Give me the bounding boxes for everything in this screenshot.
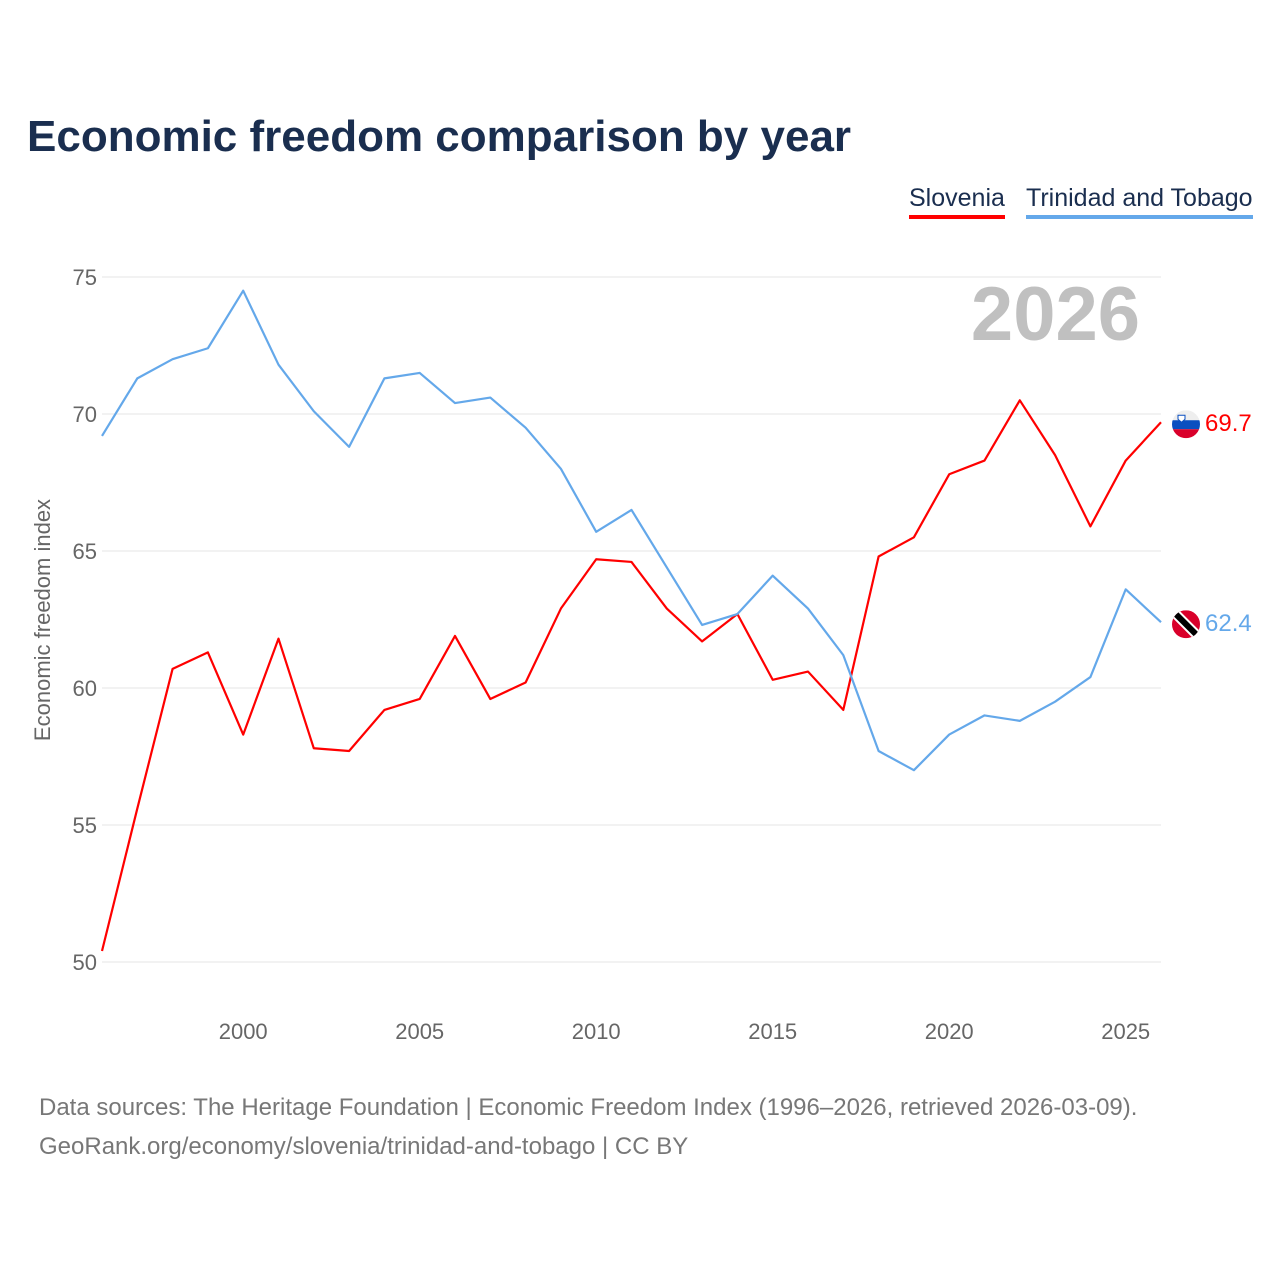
data-point <box>911 534 917 540</box>
x-tick-label: 2015 <box>748 1019 797 1044</box>
data-point <box>840 652 846 658</box>
y-tick-label: 65 <box>73 539 97 564</box>
data-point <box>629 559 635 565</box>
data-point <box>770 573 776 579</box>
data-point <box>664 606 670 612</box>
data-point <box>699 638 705 644</box>
data-point <box>876 553 882 559</box>
data-point <box>558 606 564 612</box>
end-value-label: 62.4 <box>1205 610 1252 637</box>
data-point <box>99 948 105 954</box>
data-point <box>346 748 352 754</box>
data-point <box>911 767 917 773</box>
footer: Data sources: The Heritage Foundation | … <box>39 1088 1137 1166</box>
data-point <box>276 362 282 368</box>
x-tick-label: 2000 <box>219 1019 268 1044</box>
data-point <box>982 712 988 718</box>
chart-title: Economic freedom comparison by year <box>27 112 852 161</box>
data-point <box>311 408 317 414</box>
y-axis-label: Economic freedom index <box>30 499 55 741</box>
data-point <box>946 732 952 738</box>
data-point <box>452 633 458 639</box>
data-point <box>134 806 140 812</box>
data-point <box>381 375 387 381</box>
slovenia-flag-icon <box>1172 410 1200 439</box>
data-point <box>240 288 246 294</box>
data-point <box>593 556 599 562</box>
data-point <box>770 677 776 683</box>
data-point <box>946 471 952 477</box>
data-point <box>205 345 211 351</box>
data-point <box>452 400 458 406</box>
source-link[interactable]: GeoRank.org/economy/slovenia/trinidad-an… <box>39 1133 689 1160</box>
data-point <box>1123 586 1129 592</box>
y-tick-label: 70 <box>73 402 97 427</box>
data-point <box>205 649 211 655</box>
series-line-trinidad <box>101 289 1162 772</box>
data-point <box>99 433 105 439</box>
data-point <box>523 425 529 431</box>
data-point <box>629 507 635 513</box>
data-point <box>134 375 140 381</box>
data-point <box>276 636 282 642</box>
data-point <box>1087 674 1093 680</box>
data-point <box>1052 699 1058 705</box>
end-value-label: 69.7 <box>1205 410 1252 437</box>
trinidad-flag-icon <box>1172 610 1200 639</box>
data-point <box>311 745 317 751</box>
data-point <box>523 680 529 686</box>
x-tick-label: 2010 <box>572 1019 621 1044</box>
data-point <box>170 666 176 672</box>
data-point <box>699 622 705 628</box>
data-point <box>240 732 246 738</box>
data-point <box>417 370 423 376</box>
data-point <box>876 748 882 754</box>
x-tick-label: 2005 <box>395 1019 444 1044</box>
data-point <box>346 444 352 450</box>
data-point <box>982 458 988 464</box>
y-tick-label: 50 <box>73 950 97 975</box>
legend-slovenia[interactable]: Slovenia <box>909 184 1005 219</box>
data-point <box>170 356 176 362</box>
data-point <box>840 707 846 713</box>
data-point <box>1158 419 1164 425</box>
data-point <box>1158 619 1164 625</box>
data-point <box>487 395 493 401</box>
y-tick-label: 60 <box>73 676 97 701</box>
data-point <box>805 606 811 612</box>
data-point <box>1087 523 1093 529</box>
y-tick-label: 55 <box>73 813 97 838</box>
data-point <box>417 696 423 702</box>
data-point <box>805 669 811 675</box>
data-point <box>1052 452 1058 458</box>
data-point <box>664 564 670 570</box>
data-point <box>734 611 740 617</box>
data-point <box>593 529 599 535</box>
year-watermark: 2026 <box>971 272 1140 357</box>
x-tick-label: 2025 <box>1101 1019 1150 1044</box>
data-point <box>1017 718 1023 724</box>
data-point <box>1123 458 1129 464</box>
source-text: Data sources: The Heritage Foundation | … <box>39 1094 1138 1121</box>
data-point <box>1017 397 1023 403</box>
x-tick-label: 2020 <box>925 1019 974 1044</box>
series-line-slovenia <box>100 399 1162 952</box>
data-point <box>381 707 387 713</box>
data-point <box>558 466 564 472</box>
y-tick-label: 75 <box>73 265 97 290</box>
legend-trinidad[interactable]: Trinidad and Tobago <box>1026 184 1253 219</box>
data-point <box>487 696 493 702</box>
